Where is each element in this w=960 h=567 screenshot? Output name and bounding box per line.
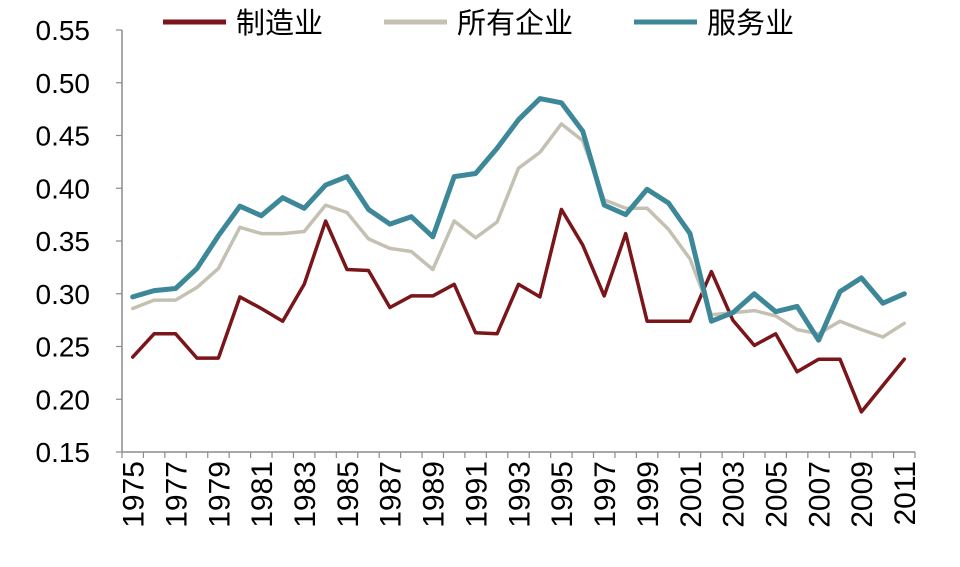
x-tick-label: 1981	[246, 461, 279, 528]
x-axis-ticks: 1975 1977 1979 1981 1983 1985 1987 1989 1991 1993…	[118, 452, 922, 528]
x-tick-label: 1983	[289, 461, 322, 528]
x-tick-label: 1993	[503, 461, 536, 528]
x-tick-label: 2007	[803, 461, 836, 528]
legend-item-manufacturing: 制造业	[163, 6, 323, 40]
series-line-manufacturing	[130, 207, 907, 414]
x-tick-label: 1999	[632, 461, 665, 528]
x-tick-label: 1995	[546, 461, 579, 528]
plot-area	[130, 96, 907, 414]
x-tick-label: 1997	[589, 461, 622, 528]
legend-item-all-enterprises: 所有企业	[384, 6, 573, 40]
series-line-all-enterprises	[130, 122, 907, 339]
y-tick-label: 0.30	[36, 279, 91, 310]
y-tick-label: 0.50	[36, 68, 91, 99]
x-tick-label: 1989	[418, 461, 451, 528]
x-tick-label: 2009	[846, 461, 879, 528]
x-tick-label: 2011	[889, 461, 922, 526]
y-tick-label: 0.55	[36, 15, 91, 46]
y-axis-ticks: 0.15 0.20 0.25 0.30 0.35 0.40 0.45 0.50 0.55	[36, 15, 122, 468]
x-tick-label: 1991	[460, 461, 493, 528]
y-tick-label: 0.35	[36, 226, 91, 257]
legend-label-all-enterprises: 所有企业	[457, 6, 573, 40]
y-tick-label: 0.45	[36, 121, 91, 152]
x-tick-label: 2003	[718, 461, 751, 528]
series-line-services	[130, 96, 907, 343]
y-tick-label: 0.40	[36, 173, 91, 204]
legend-label-services: 服务业	[707, 6, 794, 40]
x-tick-label: 1985	[332, 461, 365, 528]
y-tick-label: 0.20	[36, 384, 91, 415]
legend-label-manufacturing: 制造业	[236, 6, 323, 40]
x-tick-label: 1975	[118, 461, 151, 528]
x-tick-label: 1979	[203, 461, 236, 528]
x-tick-label: 1977	[160, 461, 193, 528]
x-tick-label: 1987	[375, 461, 408, 528]
axes: 0.15 0.20 0.25 0.30 0.35 0.40 0.45 0.50 0.55 197…	[36, 15, 923, 528]
x-tick-label: 2005	[760, 461, 793, 528]
y-tick-label: 0.15	[36, 437, 91, 468]
x-tick-label: 2001	[675, 461, 708, 528]
legend: 制造业 所有企业 服务业	[163, 6, 794, 40]
legend-item-services: 服务业	[634, 6, 794, 40]
y-tick-label: 0.25	[36, 332, 91, 363]
